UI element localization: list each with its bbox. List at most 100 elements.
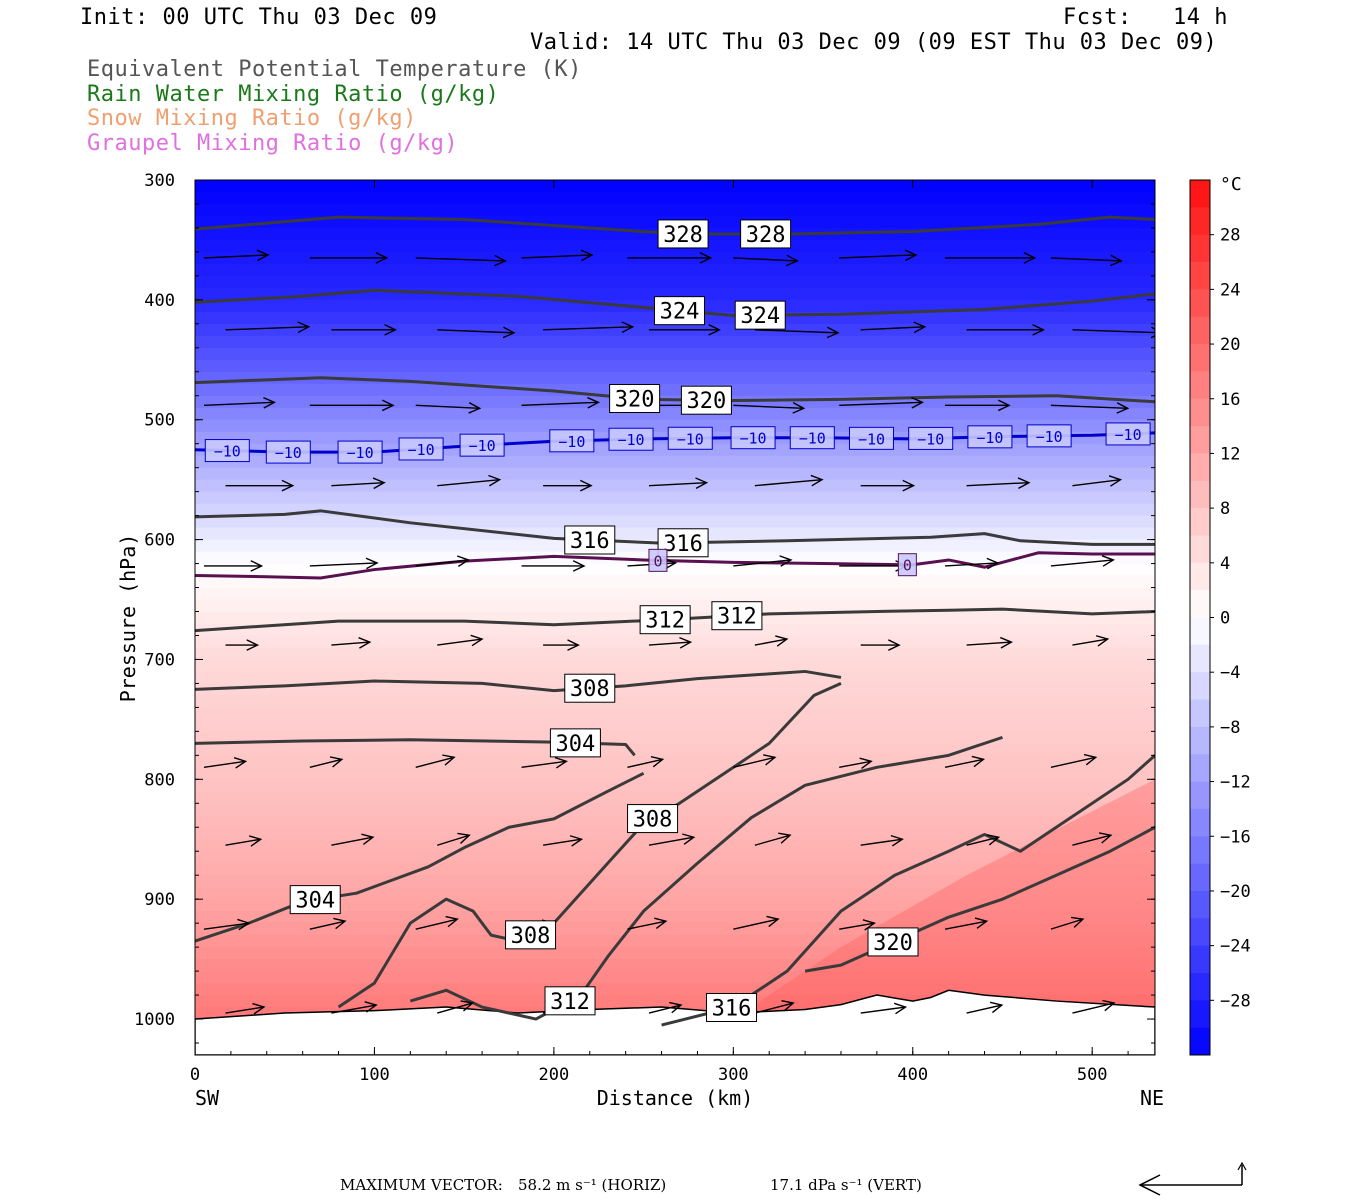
colorbar-tick-label: 4: [1220, 554, 1230, 574]
colorbar-swatch: [1190, 672, 1210, 701]
wind-vector: [437, 1000, 474, 1014]
isotherm-label: −10: [1115, 426, 1142, 444]
isotherm-label: −10: [976, 429, 1003, 447]
temp-band: [195, 635, 1155, 648]
wind-vector: [521, 396, 600, 409]
wind-vector: [1050, 916, 1085, 930]
contour-label-box: [564, 673, 616, 703]
temp-band: [195, 407, 1155, 421]
isotherm-label-box: [608, 427, 654, 451]
colorbar-swatch: [1190, 371, 1210, 400]
contour-label: 308: [511, 924, 551, 949]
wind-vector: [1072, 832, 1113, 846]
wind-vector: [966, 834, 1001, 846]
valid-time: Valid: 14 UTC Thu 03 Dec 09 (09 EST Thu …: [530, 30, 1218, 55]
wind-vector: [860, 321, 927, 334]
wind-vector: [309, 252, 389, 264]
temp-band: [195, 743, 1155, 756]
contour-label: 316: [663, 532, 703, 557]
forecast-hour: Fcst: 14 h: [1063, 5, 1228, 30]
temp-band: [195, 347, 1155, 361]
temp-band: [195, 779, 1155, 792]
field-label-graupel: Graupel Mixing Ratio (g/kg): [87, 131, 459, 156]
contour-label: 316: [712, 997, 752, 1022]
wind-vector: [309, 917, 347, 930]
colorbar-swatch: [1190, 699, 1210, 728]
wind-vector: [1050, 555, 1115, 567]
wind-vector: [1050, 753, 1098, 769]
contour-label: 316: [570, 529, 610, 554]
colorbar-tick-label: −28: [1220, 991, 1251, 1011]
contour-label-box: [564, 525, 616, 555]
wind-vector: [1050, 254, 1123, 267]
temp-band: [195, 491, 1155, 505]
temp-band: [195, 575, 1155, 589]
wind-vector: [415, 555, 471, 567]
wind-vector: [331, 833, 375, 846]
colorbar-swatch: [1190, 617, 1210, 646]
wind-vector: [648, 323, 721, 336]
isotherm-label-box: [549, 429, 595, 453]
y-tick-label: 900: [144, 890, 175, 910]
isotherm-label-box: [265, 440, 311, 464]
wind-vector: [225, 1002, 266, 1015]
colorbar-swatch: [1190, 480, 1210, 509]
colorbar-swatch: [1190, 754, 1210, 783]
wind-vector: [415, 915, 459, 930]
isotherm-label-box: [459, 433, 505, 457]
contour-label: 328: [746, 223, 786, 248]
temp-band: [195, 707, 1155, 720]
isotherm-label: −10: [275, 444, 302, 462]
colorbar-swatch: [1190, 426, 1210, 454]
wind-vector: [839, 396, 924, 409]
y-tick-label: 400: [144, 291, 175, 311]
colorbar-swatch: [1190, 562, 1210, 591]
wind-vector: [331, 477, 386, 490]
y-axis-label: Pressure (hPa): [116, 534, 140, 703]
x-tick-label: 300: [718, 1065, 749, 1085]
wind-vector: [331, 323, 397, 336]
wind-vector: [733, 555, 793, 567]
contour-label: 320: [687, 389, 727, 414]
contour-label-box: [505, 920, 557, 950]
colorbar-swatch: [1190, 234, 1210, 263]
colorbar-tick-label: 0: [1220, 609, 1230, 629]
plot-frame: [194, 179, 1156, 1056]
temp-band: [195, 839, 1155, 852]
wind-vector: [331, 1001, 378, 1014]
temp-band: [195, 383, 1155, 397]
contour-label-box: [657, 219, 709, 249]
wind-vector: [415, 754, 456, 769]
wind-vector: [966, 323, 1045, 336]
colorbar-swatch: [1190, 344, 1210, 372]
theta-e-contour: [661, 754, 1155, 1027]
wind-vector: [543, 479, 593, 492]
wind-vector: [331, 637, 372, 649]
wind-vectors: [203, 249, 1155, 1015]
contour-label-box: [867, 927, 919, 957]
wind-vector: [966, 477, 1031, 489]
contour-label: 328: [663, 223, 703, 248]
wind-vector: [543, 321, 635, 334]
temp-band: [195, 335, 1155, 349]
temp-band: [195, 911, 1155, 924]
wind-vector: [860, 1002, 908, 1015]
temp-band: [195, 647, 1155, 660]
y-tick-label: 1000: [134, 1010, 175, 1030]
wind-vector: [945, 399, 1011, 412]
y-tick-label: 600: [144, 531, 175, 551]
wind-vector: [754, 832, 792, 846]
wind-vector: [309, 399, 395, 412]
isotherm-label: −10: [214, 443, 241, 461]
wind-vector: [203, 918, 251, 931]
contour-label-box: [653, 296, 705, 326]
wind-vector: [627, 755, 665, 769]
isotherm-label-box: [337, 440, 383, 464]
wind-vector: [944, 917, 989, 930]
colorbar-swatch: [1190, 863, 1210, 892]
x-end-right: NE: [1140, 1086, 1164, 1110]
temp-band: [195, 959, 1155, 972]
contour-label: 324: [740, 304, 780, 329]
colorbar-tick-label: 20: [1220, 335, 1240, 355]
